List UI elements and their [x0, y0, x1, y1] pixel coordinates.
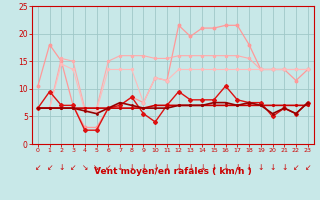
Text: ↓: ↓: [164, 163, 170, 172]
Text: ↓: ↓: [258, 163, 264, 172]
Text: ↙: ↙: [305, 163, 311, 172]
Text: ↓: ↓: [281, 163, 287, 172]
Text: ↓: ↓: [234, 163, 241, 172]
Text: ↓: ↓: [129, 163, 135, 172]
Text: ↙: ↙: [35, 163, 41, 172]
Text: ↓: ↓: [211, 163, 217, 172]
Text: ↓: ↓: [222, 163, 229, 172]
Text: ↓: ↓: [58, 163, 65, 172]
Text: ↓: ↓: [269, 163, 276, 172]
Text: ↓: ↓: [199, 163, 205, 172]
Text: ↓: ↓: [246, 163, 252, 172]
Text: ↓: ↓: [175, 163, 182, 172]
Text: ↘: ↘: [93, 163, 100, 172]
X-axis label: Vent moyen/en rafales ( km/h ): Vent moyen/en rafales ( km/h ): [94, 167, 252, 176]
Text: ↙: ↙: [105, 163, 111, 172]
Text: ↓: ↓: [187, 163, 194, 172]
Text: ↓: ↓: [152, 163, 158, 172]
Text: ↓: ↓: [140, 163, 147, 172]
Text: ↙: ↙: [46, 163, 53, 172]
Text: ↘: ↘: [82, 163, 88, 172]
Text: ↙: ↙: [70, 163, 76, 172]
Text: ↓: ↓: [117, 163, 123, 172]
Text: ↙: ↙: [293, 163, 299, 172]
